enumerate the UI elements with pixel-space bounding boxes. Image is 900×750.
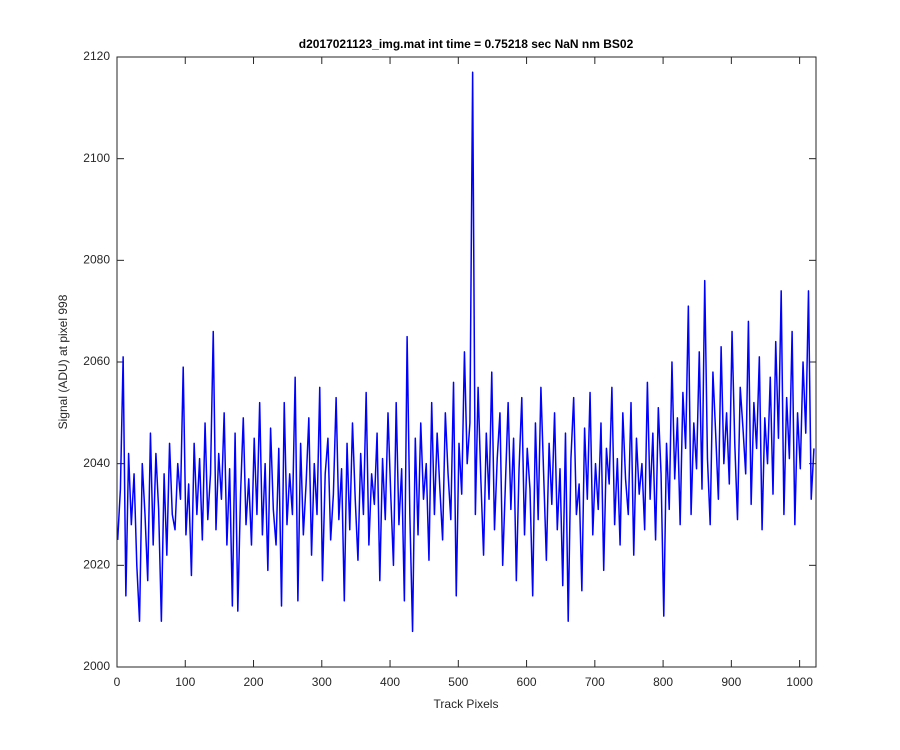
y-tick-label: 2080 xyxy=(83,253,110,267)
y-tick-label: 2100 xyxy=(83,151,110,165)
x-tick-label: 600 xyxy=(517,675,537,689)
y-axis-label: Signal (ADU) at pixel 998 xyxy=(56,294,70,429)
x-tick-label: 900 xyxy=(721,675,741,689)
y-tick-label: 2040 xyxy=(83,456,110,470)
x-tick-label: 700 xyxy=(585,675,605,689)
x-axis-label: Track Pixels xyxy=(434,697,499,711)
y-tick-label: 2020 xyxy=(83,558,110,572)
x-tick-label: 0 xyxy=(114,675,121,689)
x-tick-label: 300 xyxy=(312,675,332,689)
y-tick-label: 2060 xyxy=(83,354,110,368)
x-tick-label: 1000 xyxy=(786,675,813,689)
x-tick-label: 400 xyxy=(380,675,400,689)
y-tick-label: 2120 xyxy=(83,49,110,63)
chart-title: d2017021123_img.mat int time = 0.75218 s… xyxy=(299,37,634,51)
y-tick-label: 2000 xyxy=(83,659,110,673)
data-line xyxy=(116,71,815,633)
x-tick-label: 500 xyxy=(448,675,468,689)
plot-frame xyxy=(116,56,817,668)
x-tick-label: 800 xyxy=(653,675,673,689)
x-tick-label: 200 xyxy=(244,675,264,689)
x-tick-label: 100 xyxy=(175,675,195,689)
